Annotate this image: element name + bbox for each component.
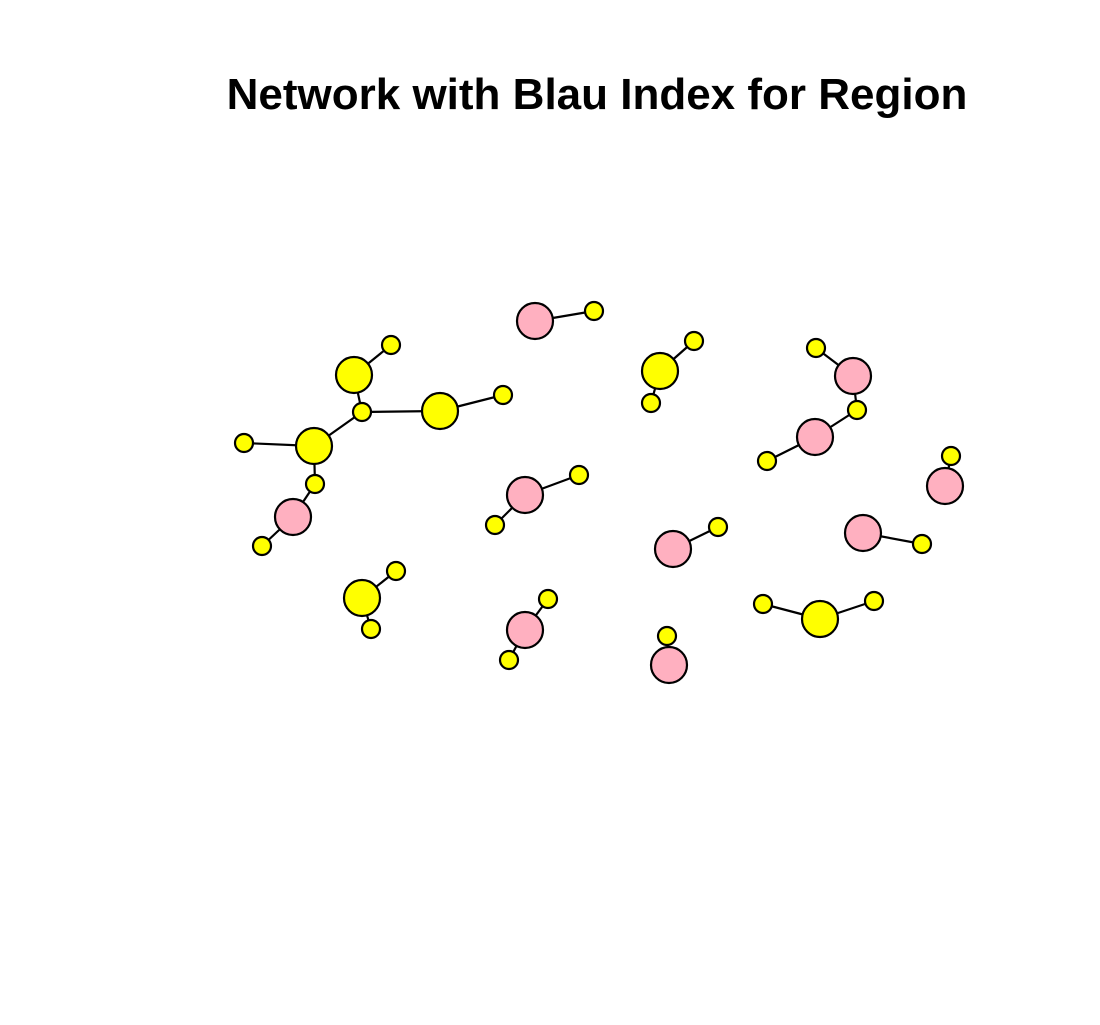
node-n20-yellow xyxy=(334,355,374,395)
node-n3-yellow xyxy=(640,351,680,391)
node-n39-yellow xyxy=(911,533,933,555)
node-n24-pink xyxy=(273,497,313,537)
node-n4-yellow xyxy=(683,330,705,352)
node-n37-yellow xyxy=(342,578,382,618)
node-n7-pink xyxy=(833,356,873,396)
node-n10-yellow xyxy=(756,450,778,472)
node-n27-yellow xyxy=(568,464,590,486)
node-n34-pink xyxy=(505,610,545,650)
node-n2-yellow xyxy=(583,300,605,322)
node-n5-yellow xyxy=(640,392,662,414)
node-n38-yellow xyxy=(360,618,382,640)
node-n17-yellow xyxy=(294,426,334,466)
node-n35-yellow xyxy=(498,649,520,671)
node-n6-yellow xyxy=(805,337,827,359)
node-n33-yellow xyxy=(537,588,559,610)
nodes-layer xyxy=(233,300,965,685)
node-n30-yellow xyxy=(707,516,729,538)
node-n26-pink xyxy=(505,475,545,515)
node-n11-yellow xyxy=(940,445,962,467)
node-n31-yellow xyxy=(656,625,678,647)
node-n21-yellow xyxy=(380,334,402,356)
node-n13-yellow xyxy=(752,593,774,615)
node-n32-pink xyxy=(649,645,689,685)
node-n19-yellow xyxy=(304,473,326,495)
node-n36-yellow xyxy=(385,560,407,582)
node-n29-pink xyxy=(653,529,693,569)
node-n22-yellow xyxy=(420,391,460,431)
node-n28-yellow xyxy=(484,514,506,536)
node-n23-yellow xyxy=(492,384,514,406)
node-n18-yellow xyxy=(351,401,373,423)
node-n15-yellow xyxy=(863,590,885,612)
node-n12-pink xyxy=(925,466,965,506)
node-n9-pink xyxy=(795,417,835,457)
node-n16-yellow xyxy=(233,432,255,454)
node-n8-yellow xyxy=(846,399,868,421)
node-n40-pink xyxy=(843,513,883,553)
plot-title: Network with Blau Index for Region xyxy=(226,70,968,119)
node-n14-yellow xyxy=(800,599,840,639)
node-n1-pink xyxy=(515,301,555,341)
node-n25-yellow xyxy=(251,535,273,557)
